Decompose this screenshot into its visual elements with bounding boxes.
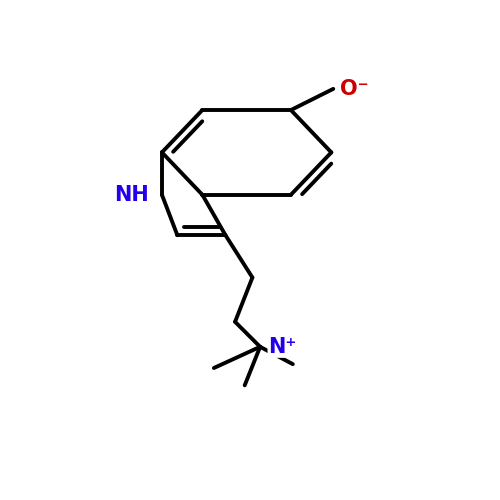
Text: NH: NH <box>114 184 148 205</box>
Text: N⁺: N⁺ <box>268 337 297 357</box>
Text: O⁻: O⁻ <box>340 79 369 99</box>
